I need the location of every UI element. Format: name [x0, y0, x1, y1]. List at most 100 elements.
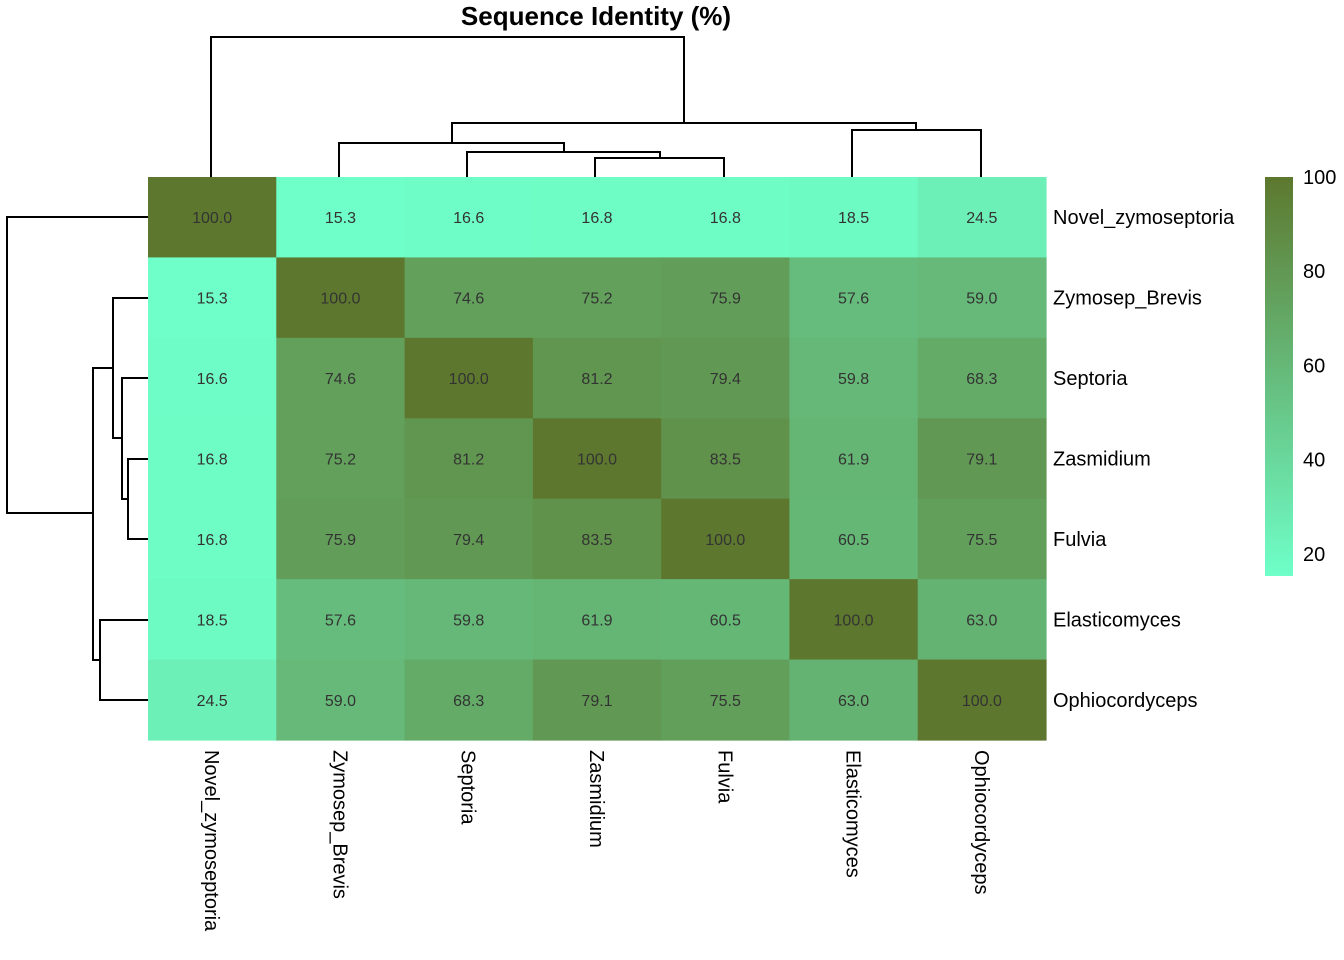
heatmap-cell-zasmidium-septoria	[404, 418, 534, 500]
cell-value-label: 74.6	[325, 371, 356, 388]
col-dendro-link-brevis-cluster	[338, 142, 565, 178]
cell-value-label: 100.0	[962, 693, 1002, 710]
heatmap-cell-elasticomyces-novel-zymoseptoria	[148, 579, 277, 661]
row-dendro-link-elasticomyces-ophiocordyceps	[99, 619, 148, 701]
cell-value-label: 59.0	[325, 693, 356, 710]
column-label-septoria: Septoria	[457, 750, 479, 825]
cell-value-label: 15.3	[325, 210, 356, 227]
cell-value-label: 59.8	[453, 612, 484, 629]
cell-value-label: 79.1	[966, 452, 997, 469]
cell-value-label: 75.5	[966, 532, 997, 549]
heatmap-cell-elasticomyces-ophiocordyceps	[917, 579, 1047, 661]
row-label-elasticomyces: Elasticomyces	[1053, 609, 1181, 631]
cell-value-label: 16.6	[197, 371, 228, 388]
heatmap-cell-zymosep-brevis-ophiocordyceps	[917, 257, 1047, 339]
col-dendro-link-root	[210, 36, 685, 178]
heatmap-cell-novel-zymoseptoria-fulvia	[661, 177, 791, 259]
row-dendro-link-main-cluster	[92, 367, 113, 661]
column-label-ophiocordyceps: Ophiocordyceps	[970, 750, 992, 895]
heatmap-cell-ophiocordyceps-septoria	[404, 659, 534, 741]
row-dendro-link-septoria-cluster	[121, 377, 148, 500]
heatmap-cell-fulvia-septoria	[404, 498, 534, 580]
heatmap-cell-ophiocordyceps-fulvia	[661, 659, 791, 741]
row-dendro-link-zasmidium-fulvia	[127, 458, 148, 540]
cell-value-label: 68.3	[966, 371, 997, 388]
heatmap-cell-septoria-elasticomyces	[789, 337, 919, 419]
heatmap-cell-elasticomyces-septoria	[404, 579, 534, 661]
cell-value-label: 16.6	[453, 210, 484, 227]
cell-value-label: 100.0	[577, 452, 617, 469]
heatmap-cell-zymosep-brevis-fulvia	[661, 257, 791, 339]
cell-value-label: 60.5	[838, 532, 869, 549]
legend-tick-label: 100	[1303, 167, 1336, 189]
cell-value-label: 57.6	[325, 612, 356, 629]
row-dendro-link-brevis-cluster	[112, 297, 148, 439]
cell-value-label: 83.5	[710, 452, 741, 469]
legend-tick-label: 60	[1303, 355, 1325, 377]
heatmap-cell-zymosep-brevis-zasmidium	[532, 257, 662, 339]
heatmap-cell-ophiocordyceps-elasticomyces	[789, 659, 919, 741]
heatmap-cell-ophiocordyceps-novel-zymoseptoria	[148, 659, 277, 741]
cell-value-label: 100.0	[449, 371, 489, 388]
cell-value-label: 24.5	[197, 693, 228, 710]
cell-value-label: 81.2	[453, 452, 484, 469]
heatmap-cell-zasmidium-novel-zymoseptoria	[148, 418, 277, 500]
cell-value-label: 18.5	[838, 210, 869, 227]
cell-value-label: 83.5	[581, 532, 612, 549]
cell-value-label: 15.3	[197, 291, 228, 308]
heatmap-cell-zasmidium-zasmidium	[532, 418, 662, 500]
heatmap-cell-fulvia-elasticomyces	[789, 498, 919, 580]
column-label-elasticomyces: Elasticomyces	[842, 750, 864, 878]
cell-value-label: 61.9	[838, 452, 869, 469]
heatmap-cell-zymosep-brevis-septoria	[404, 257, 534, 339]
cell-value-label: 59.8	[838, 371, 869, 388]
cell-value-label: 100.0	[320, 291, 360, 308]
heatmap-cell-zymosep-brevis-zymosep-brevis	[276, 257, 406, 339]
column-label-zymosep-brevis: Zymosep_Brevis	[328, 750, 350, 899]
cell-value-label: 75.5	[710, 693, 741, 710]
heatmap-cell-septoria-zasmidium	[532, 337, 662, 419]
heatmap-cell-septoria-novel-zymoseptoria	[148, 337, 277, 419]
heatmap-cell-septoria-septoria	[404, 337, 534, 419]
heatmap-cell-novel-zymoseptoria-elasticomyces	[789, 177, 919, 259]
heatmap-cell-elasticomyces-zymosep-brevis	[276, 579, 406, 661]
heatmap-cell-ophiocordyceps-zasmidium	[532, 659, 662, 741]
heatmap-cell-fulvia-zasmidium	[532, 498, 662, 580]
heatmap-cell-fulvia-novel-zymoseptoria	[148, 498, 277, 580]
cell-value-label: 24.5	[966, 210, 997, 227]
column-label-novel-zymoseptoria: Novel_zymoseptoria	[200, 750, 222, 932]
heatmap-cell-zasmidium-elasticomyces	[789, 418, 919, 500]
heatmap-cell-septoria-fulvia	[661, 337, 791, 419]
heatmap-cell-novel-zymoseptoria-zymosep-brevis	[276, 177, 406, 259]
row-label-zasmidium: Zasmidium	[1053, 449, 1151, 471]
row-label-zymosep-brevis: Zymosep_Brevis	[1053, 288, 1202, 310]
column-dendrogram	[210, 36, 982, 178]
heatmap-cell-fulvia-fulvia	[661, 498, 791, 580]
heatmap-cell-zasmidium-zymosep-brevis	[276, 418, 406, 500]
legend-tick-label: 20	[1303, 544, 1325, 566]
row-dendro-link-root	[6, 216, 148, 514]
cell-value-label: 74.6	[453, 291, 484, 308]
cell-value-label: 100.0	[192, 210, 232, 227]
row-label-novel-zymoseptoria: Novel_zymoseptoria	[1053, 207, 1235, 229]
cell-value-label: 75.2	[325, 452, 356, 469]
row-label-ophiocordyceps: Ophiocordyceps	[1053, 690, 1198, 712]
cell-value-label: 61.9	[581, 612, 612, 629]
row-dendrogram	[6, 216, 148, 701]
cell-value-label: 60.5	[710, 612, 741, 629]
cell-value-label: 75.2	[581, 291, 612, 308]
heatmap-cell-zymosep-brevis-elasticomyces	[789, 257, 919, 339]
legend-tick-label: 80	[1303, 261, 1325, 283]
row-label-septoria: Septoria	[1053, 368, 1128, 390]
cell-value-label: 18.5	[197, 612, 228, 629]
heatmap-cell-ophiocordyceps-ophiocordyceps	[917, 659, 1047, 741]
heatmap-cells	[148, 177, 1047, 741]
col-dendro-link-septoria-cluster	[466, 151, 661, 178]
heatmap-cell-elasticomyces-elasticomyces	[789, 579, 919, 661]
chart-title: Sequence Identity (%)	[461, 1, 731, 31]
legend-tick-label: 40	[1303, 450, 1325, 472]
cell-value-label: 16.8	[197, 452, 228, 469]
col-dendro-link-main-cluster	[451, 122, 917, 143]
heatmap-cell-septoria-zymosep-brevis	[276, 337, 406, 419]
